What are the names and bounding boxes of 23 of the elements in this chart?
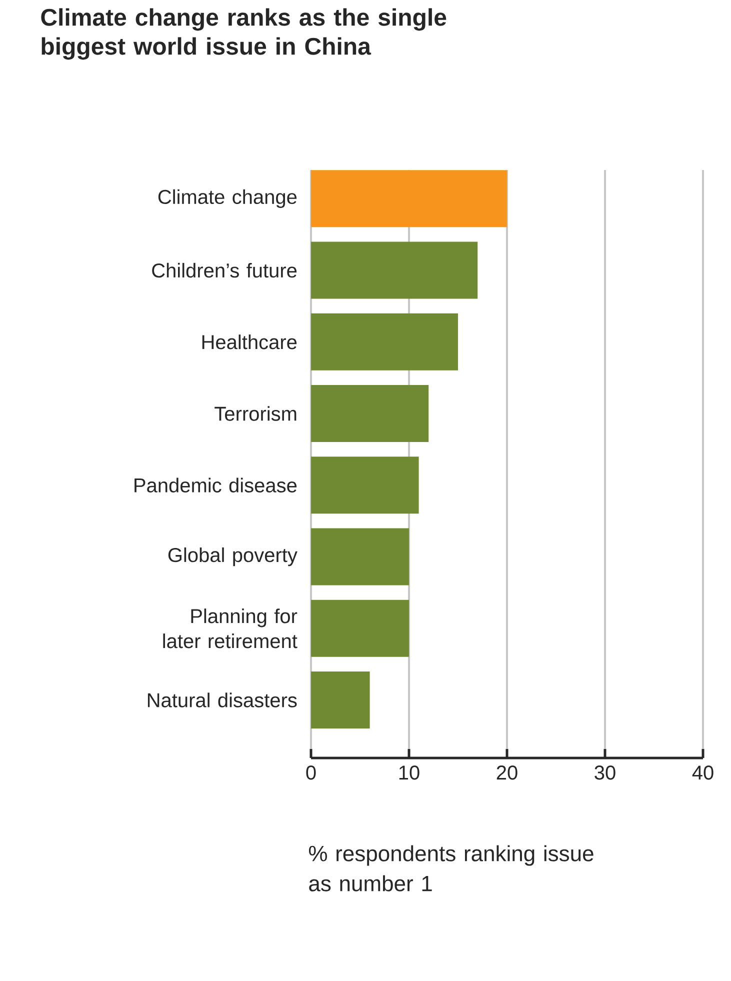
y-tick-label: Healthcare [202,334,297,350]
x-tick-label: 40 [692,766,714,780]
x-tick-label: 0 [306,766,316,780]
x-tick-label: 30 [594,766,616,780]
bar [311,528,409,586]
y-tick-label: Terrorism [214,406,296,421]
chart-title: Climate change ranks as the single biggest world issue in China [41,8,446,60]
bar [311,170,507,228]
x-tick-label: 10 [399,766,420,780]
bar [311,385,429,442]
bar [311,242,478,299]
bar [311,313,458,370]
x-tick-label: 20 [496,766,518,780]
y-tick-label: Climate change [158,189,297,208]
bar [311,672,370,729]
bar [311,600,409,657]
y-tick-label: Planning for later retirement [163,608,298,648]
x-axis-title: % respondents ranking issue as number 1 [308,845,594,892]
y-tick-label: Pandemic disease [134,478,297,492]
y-tick-label: Children’s future [152,262,297,278]
bar [311,456,419,514]
y-tick-label: Natural disasters [148,692,297,708]
y-tick-label: Global poverty [168,547,298,566]
